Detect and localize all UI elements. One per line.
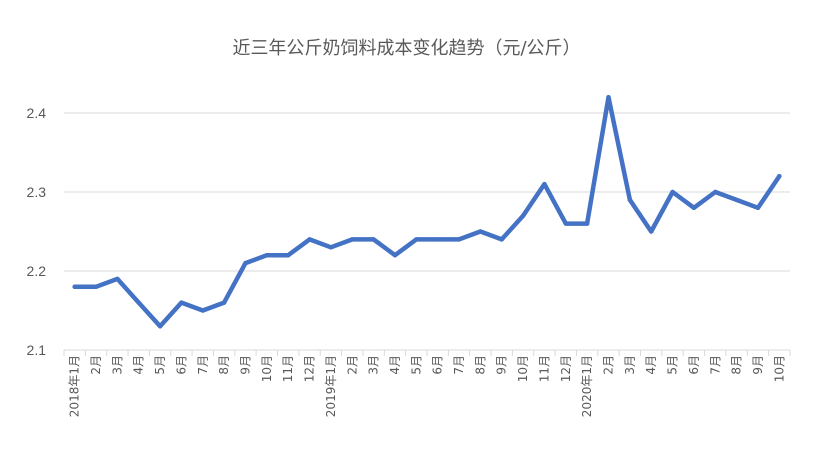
x-tick-label: 4月 bbox=[644, 355, 658, 375]
x-tick-label: 5月 bbox=[153, 355, 167, 375]
data-point bbox=[392, 253, 398, 258]
y-tick-label: 2.3 bbox=[27, 184, 47, 200]
data-point bbox=[221, 300, 227, 305]
x-tick-label: 6月 bbox=[174, 355, 188, 375]
series-line bbox=[72, 94, 782, 329]
data-point bbox=[307, 237, 312, 242]
data-point bbox=[200, 308, 205, 313]
x-tick-label: 4月 bbox=[132, 355, 146, 375]
x-tick-label: 10月 bbox=[772, 355, 786, 382]
data-point bbox=[755, 205, 761, 210]
x-tick-label: 7月 bbox=[452, 355, 466, 375]
x-tick-label: 11月 bbox=[281, 355, 295, 382]
data-point bbox=[264, 253, 270, 258]
data-point bbox=[563, 221, 568, 226]
data-point bbox=[456, 237, 462, 242]
x-tick-label: 10月 bbox=[260, 355, 274, 382]
x-tick-label: 4月 bbox=[388, 355, 402, 375]
x-tick-label: 9月 bbox=[495, 355, 509, 375]
data-point bbox=[115, 276, 120, 282]
data-point bbox=[734, 197, 739, 203]
x-tick-label: 2月 bbox=[602, 355, 616, 375]
x-tick-label: 3月 bbox=[623, 355, 637, 375]
data-point bbox=[478, 229, 483, 234]
data-point bbox=[72, 284, 77, 289]
x-tick-label: 8月 bbox=[473, 355, 487, 375]
x-tick-label: 2月 bbox=[345, 355, 359, 375]
data-point bbox=[328, 245, 334, 250]
x-tick-label: 5月 bbox=[409, 355, 423, 375]
data-point bbox=[371, 237, 376, 242]
data-point bbox=[542, 181, 547, 187]
data-point bbox=[350, 237, 355, 242]
x-tick-label: 12月 bbox=[303, 355, 317, 382]
chart-title: 近三年公斤奶饲料成本变化趋势（元/公斤） bbox=[232, 38, 581, 59]
data-point bbox=[414, 237, 419, 242]
data-point bbox=[136, 300, 141, 305]
data-point bbox=[670, 189, 675, 195]
x-tick-label: 2018年1月 bbox=[68, 355, 82, 417]
x-tick-label: 8月 bbox=[217, 355, 231, 375]
x-tick-label: 8月 bbox=[730, 355, 744, 375]
data-point bbox=[777, 174, 782, 179]
x-tick-label: 9月 bbox=[239, 355, 253, 375]
x-tick-label: 6月 bbox=[431, 355, 445, 375]
x-tick-label: 7月 bbox=[708, 355, 722, 375]
x-tick-label: 7月 bbox=[196, 355, 210, 375]
x-tick-label: 10月 bbox=[516, 355, 530, 382]
data-point bbox=[93, 284, 99, 289]
data-point bbox=[286, 253, 291, 258]
data-point bbox=[649, 229, 654, 234]
y-tick-label: 2.2 bbox=[27, 263, 47, 279]
y-tick-label: 2.1 bbox=[27, 342, 47, 358]
x-tick-label: 9月 bbox=[751, 355, 765, 375]
x-tick-label: 12月 bbox=[559, 355, 573, 382]
x-tick-label: 11月 bbox=[537, 355, 551, 382]
x-tick-label: 6月 bbox=[687, 355, 701, 375]
y-tick-label: 2.4 bbox=[27, 105, 47, 121]
x-tick-label: 3月 bbox=[367, 355, 381, 375]
data-point bbox=[435, 237, 440, 242]
data-point bbox=[520, 213, 526, 218]
x-tick-label: 5月 bbox=[666, 355, 680, 375]
data-point bbox=[499, 237, 504, 242]
data-point bbox=[584, 221, 590, 226]
x-tick-label: 2019年1月 bbox=[324, 355, 338, 417]
x-tick-label: 2020年1月 bbox=[580, 355, 594, 417]
x-tick-label: 2月 bbox=[89, 355, 103, 375]
data-point bbox=[179, 300, 184, 305]
data-point bbox=[157, 324, 163, 329]
data-point bbox=[713, 189, 718, 195]
data-point bbox=[691, 205, 697, 210]
data-point bbox=[243, 260, 248, 266]
x-tick-label: 3月 bbox=[110, 355, 124, 375]
data-point bbox=[606, 95, 611, 100]
data-point bbox=[627, 197, 633, 203]
